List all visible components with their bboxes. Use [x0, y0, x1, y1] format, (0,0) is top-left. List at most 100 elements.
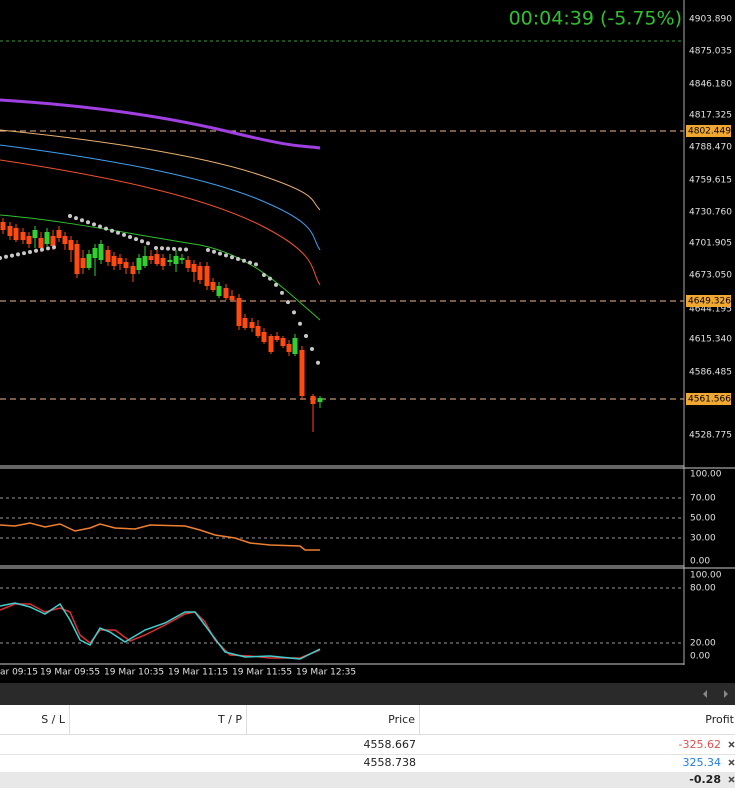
sar-dot [10, 253, 14, 258]
stoch-label: 0.00 [690, 652, 710, 662]
price-cell: 4558.667 [363, 738, 417, 751]
candle-body [80, 258, 86, 268]
candle-body [13, 228, 19, 240]
time-label: ar 09:15 [0, 668, 38, 678]
sar-dot [212, 249, 216, 254]
header-cell: Profit [420, 705, 735, 735]
candle-body [299, 350, 305, 396]
candle-body [173, 256, 179, 264]
candle-body [268, 336, 274, 352]
candle-body [74, 244, 80, 274]
sar-dot [274, 282, 278, 287]
sar-dot [110, 228, 114, 233]
sar-dot [206, 248, 210, 252]
candle-body [261, 332, 267, 342]
price-label: 4528.775 [689, 431, 732, 441]
candle-body [317, 398, 323, 402]
candle-body [191, 264, 197, 272]
price-marker-bg [686, 393, 731, 405]
sar-dot [310, 346, 314, 351]
profit-cell: -325.62 [678, 738, 721, 751]
candle-body [160, 258, 166, 266]
rsi-label: 0.00 [690, 557, 710, 567]
ma-line [0, 159, 321, 286]
candle-body [185, 260, 191, 268]
candle-body [68, 240, 74, 250]
candle-body [216, 286, 222, 296]
ma-line [0, 214, 321, 321]
candle-body [56, 230, 62, 238]
sar-dot [292, 310, 296, 315]
price-label: 4730.760 [689, 208, 732, 218]
stoch-main [0, 602, 321, 660]
candle-body [62, 236, 68, 244]
candle-body [148, 256, 154, 260]
candle-body [242, 318, 248, 328]
candle-body [111, 256, 117, 266]
candle-body [142, 256, 148, 266]
rsi-line [0, 522, 320, 551]
sar-dot [218, 251, 222, 256]
close-button[interactable] [728, 759, 735, 766]
sar-dot [80, 218, 84, 223]
sar-dot [52, 245, 56, 250]
price-label: 4846.180 [689, 80, 732, 90]
sar-dot [172, 246, 176, 251]
ma-line [0, 129, 321, 211]
candle-body [292, 338, 298, 354]
time-label: 19 Mar 12:35 [296, 668, 356, 678]
price-marker: 4649.326 [688, 297, 731, 307]
price-label: 4644.195 [689, 305, 732, 315]
price-cell: 4558.738 [363, 756, 417, 769]
candle-body [223, 288, 229, 298]
sar-dot [254, 262, 258, 267]
candle-body [130, 266, 136, 274]
price-marker: 4561.566 [688, 395, 731, 405]
sar-dot [236, 257, 240, 261]
candle-body [255, 326, 261, 336]
sar-dot [28, 250, 32, 254]
scroll-right[interactable] [724, 690, 728, 698]
candle-body [7, 226, 13, 236]
profit-cell: 325.34 [682, 756, 722, 769]
total-cell: -0.28 [689, 773, 721, 786]
candle-body [197, 266, 203, 280]
scroll-left[interactable] [703, 690, 707, 698]
stoch-label: 100.00 [690, 571, 722, 581]
candle-body [86, 254, 92, 268]
sar-dot [262, 273, 266, 277]
price-label: 4759.615 [689, 176, 732, 186]
sar-dot [92, 222, 96, 227]
sar-dot [242, 258, 246, 263]
sar-dot [46, 246, 50, 251]
sar-dot [68, 214, 72, 218]
sar-dot [122, 232, 126, 237]
total-row [0, 772, 735, 788]
close-button[interactable] [728, 741, 735, 748]
sar-dot [154, 246, 158, 250]
price-label: 4875.035 [689, 47, 732, 57]
close-button[interactable] [728, 776, 735, 783]
sar-dot [16, 252, 20, 257]
candle-body [236, 298, 242, 326]
price-label: 4586.485 [689, 368, 732, 378]
time-label: 19 Mar 11:15 [168, 668, 228, 678]
candle-body [117, 258, 123, 264]
time-label: 19 Mar 11:55 [232, 668, 292, 678]
candle-body [32, 230, 38, 238]
candle-body [38, 238, 44, 248]
price-marker: 4802.449 [688, 127, 731, 137]
sar-dot [280, 290, 284, 295]
sar-dot [184, 247, 188, 252]
scrollbar[interactable] [0, 683, 735, 705]
sar-dot [34, 248, 38, 253]
sar-dot [166, 246, 170, 251]
candle-body [0, 222, 6, 230]
price-label: 4673.050 [689, 271, 732, 281]
rsi-label: 50.00 [690, 514, 716, 524]
price-marker-bg [686, 125, 731, 137]
background [0, 0, 735, 705]
row[interactable] [0, 735, 735, 755]
sar-dot [268, 276, 272, 281]
sar-dot [224, 253, 228, 258]
